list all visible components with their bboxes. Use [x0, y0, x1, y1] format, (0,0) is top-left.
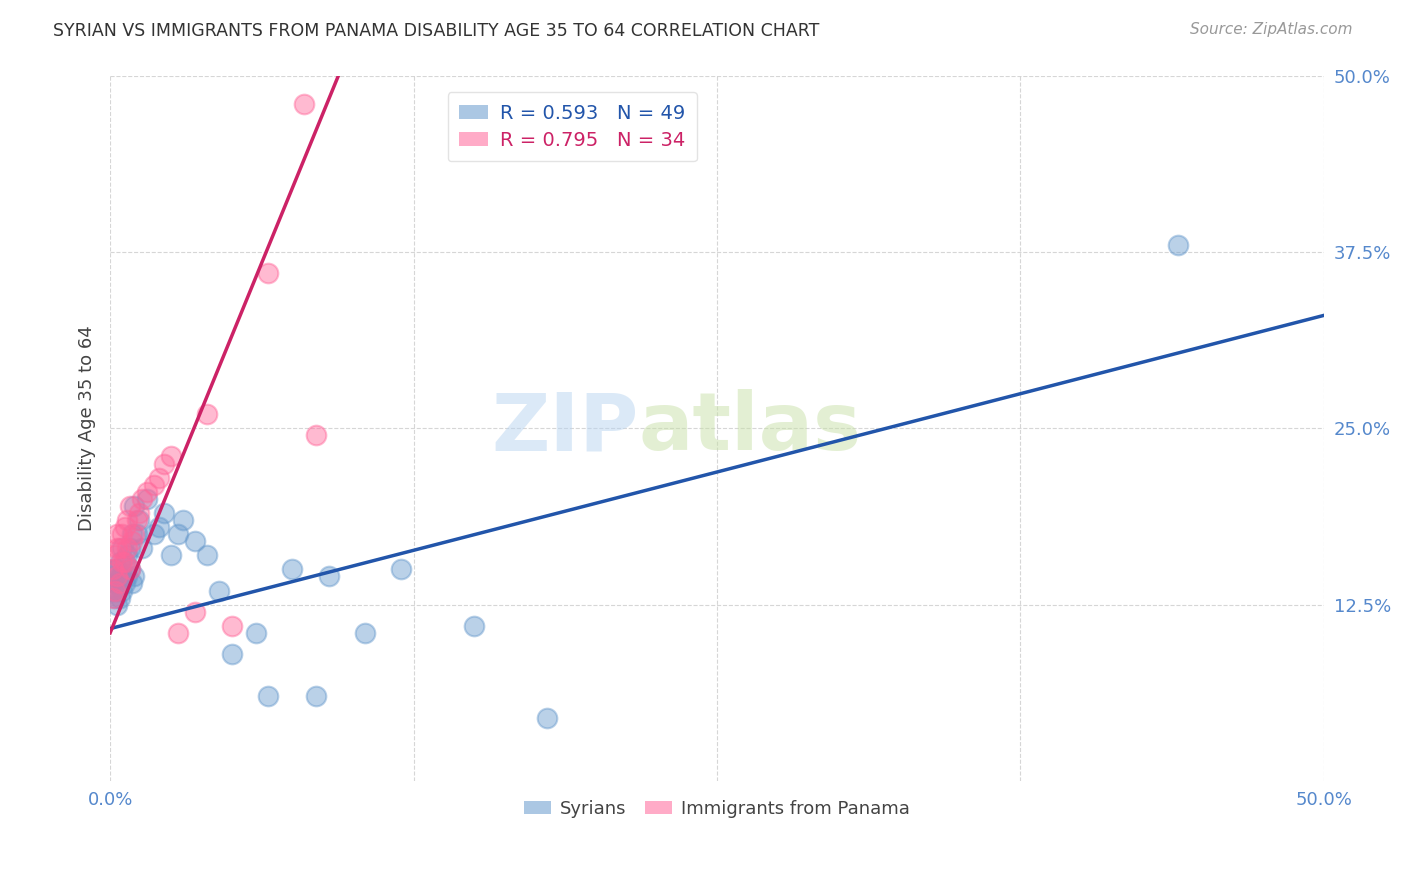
Point: [221, 647, 243, 661]
Point: [114, 520, 136, 534]
Point: [1167, 237, 1189, 252]
Point: [391, 562, 413, 576]
Text: ZIP: ZIP: [491, 389, 638, 467]
Point: [115, 548, 138, 562]
Point: [101, 583, 124, 598]
Point: [128, 506, 150, 520]
Point: [107, 576, 129, 591]
Point: [121, 576, 143, 591]
Point: [131, 491, 153, 506]
Point: [281, 562, 304, 576]
Point: [131, 541, 153, 556]
Point: [221, 619, 243, 633]
Point: [124, 499, 146, 513]
Point: [160, 450, 183, 464]
Point: [104, 591, 127, 605]
Point: [148, 470, 170, 484]
Point: [257, 690, 280, 704]
Point: [107, 583, 129, 598]
Point: [195, 548, 218, 562]
Point: [121, 527, 143, 541]
Text: SYRIAN VS IMMIGRANTS FROM PANAMA DISABILITY AGE 35 TO 64 CORRELATION CHART: SYRIAN VS IMMIGRANTS FROM PANAMA DISABIL…: [53, 22, 820, 40]
Point: [257, 266, 280, 280]
Point: [121, 534, 143, 549]
Point: [115, 541, 138, 556]
Point: [124, 569, 146, 583]
Point: [115, 569, 138, 583]
Point: [167, 527, 190, 541]
Point: [104, 583, 127, 598]
Point: [208, 583, 231, 598]
Point: [184, 605, 207, 619]
Point: [107, 569, 129, 583]
Point: [536, 710, 558, 724]
Point: [463, 619, 485, 633]
Point: [118, 499, 141, 513]
Point: [245, 625, 267, 640]
Point: [167, 625, 190, 640]
Point: [101, 562, 124, 576]
Point: [111, 555, 134, 569]
Point: [108, 541, 131, 556]
Point: [108, 591, 131, 605]
Point: [108, 569, 131, 583]
Point: [135, 484, 157, 499]
Point: [305, 428, 328, 442]
Point: [195, 407, 218, 421]
Point: [104, 562, 127, 576]
Point: [114, 555, 136, 569]
Point: [305, 690, 328, 704]
Point: [101, 569, 124, 583]
Point: [107, 598, 129, 612]
Point: [184, 534, 207, 549]
Point: [125, 527, 148, 541]
Point: [172, 513, 194, 527]
Point: [152, 457, 174, 471]
Point: [135, 491, 157, 506]
Y-axis label: Disability Age 35 to 64: Disability Age 35 to 64: [79, 326, 96, 531]
Point: [160, 548, 183, 562]
Point: [104, 576, 127, 591]
Point: [128, 513, 150, 527]
Point: [118, 541, 141, 556]
Text: Source: ZipAtlas.com: Source: ZipAtlas.com: [1189, 22, 1353, 37]
Point: [107, 527, 129, 541]
Point: [318, 569, 340, 583]
Point: [101, 591, 124, 605]
Point: [104, 548, 127, 562]
Point: [118, 562, 141, 576]
Point: [108, 576, 131, 591]
Point: [111, 527, 134, 541]
Point: [148, 520, 170, 534]
Point: [114, 555, 136, 569]
Point: [111, 583, 134, 598]
Point: [152, 506, 174, 520]
Point: [108, 555, 131, 569]
Point: [142, 527, 165, 541]
Point: [111, 541, 134, 556]
Point: [111, 569, 134, 583]
Point: [118, 562, 141, 576]
Point: [115, 513, 138, 527]
Legend: Syrians, Immigrants from Panama: Syrians, Immigrants from Panama: [517, 792, 917, 825]
Point: [107, 541, 129, 556]
Point: [124, 527, 146, 541]
Point: [142, 477, 165, 491]
Text: atlas: atlas: [638, 389, 862, 467]
Point: [114, 576, 136, 591]
Point: [107, 562, 129, 576]
Point: [292, 96, 315, 111]
Point: [125, 513, 148, 527]
Point: [354, 625, 377, 640]
